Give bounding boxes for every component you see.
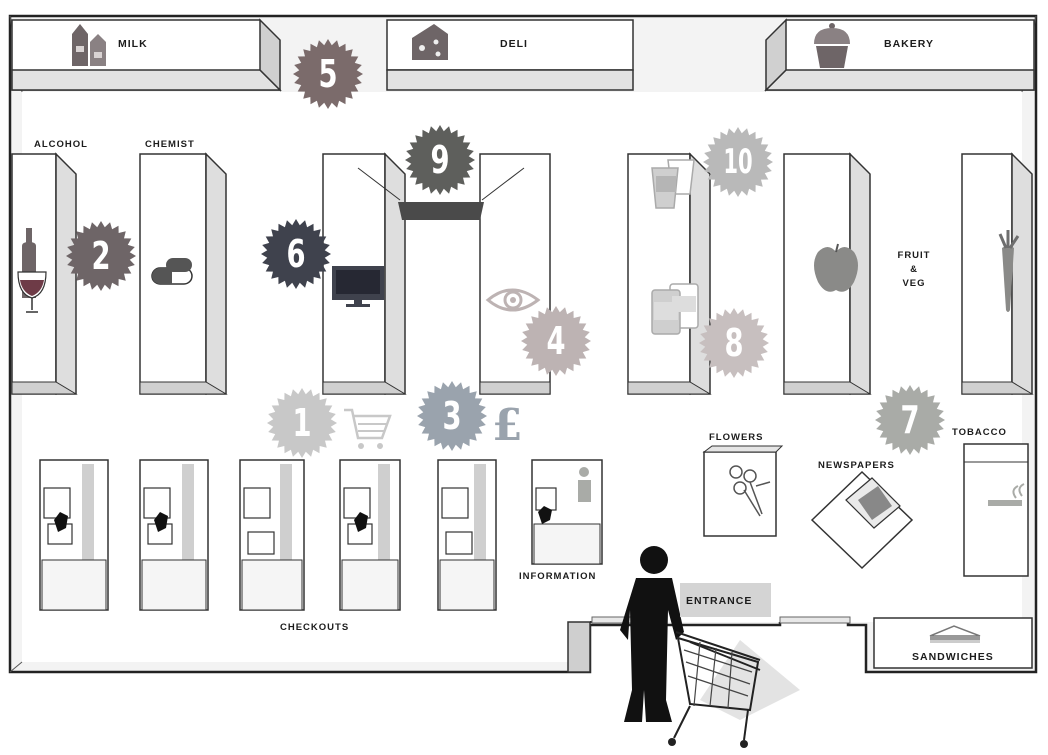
marker-starburst [875,385,945,455]
checkout-lanes [39,459,603,611]
pills-icon [151,258,193,285]
checkout-1 [39,459,109,611]
marker-starburst [293,39,363,109]
marker-starburst [405,125,475,195]
svg-text:£: £ [492,400,523,451]
marker-7: 7 [874,384,946,456]
marker-starburst [66,221,136,291]
marker-starburst [521,306,591,376]
checkout-3 [239,459,305,611]
marker-6: 6 [260,218,332,290]
marker-starburst [699,308,769,378]
marker-4: 4 [520,305,592,377]
label-entrance: ENTRANCE [686,595,753,607]
milk-cartons-icon [72,24,106,66]
label-milk: MILK [118,38,148,50]
label-deli: DELI [500,38,528,50]
bakery-counter [764,18,1035,92]
label-chemist: CHEMIST [145,139,195,150]
marker-number: 1 [292,401,312,445]
marker-10: 10 [702,126,774,198]
cheese-icon [412,24,448,60]
marker-number: 2 [91,234,111,278]
checkout-2 [139,459,209,611]
pound-sign-icon: £ [492,400,523,451]
label-bakery: BAKERY [884,38,934,50]
label-fruit-amp: & [910,264,918,275]
wine-bottle-icon [17,228,47,313]
label-newspapers: NEWSPAPERS [818,460,895,471]
flowers-icon [729,465,771,517]
label-information: INFORMATION [519,571,597,582]
marker-3: 3 [416,380,488,452]
label-checkouts: CHECKOUTS [280,622,350,633]
marker-2: 2 [65,220,137,292]
carrot-icon [998,230,1020,312]
marker-number: 5 [318,52,338,96]
milk-counter [11,18,282,92]
shelf-veg [961,152,1034,395]
marker-number: 8 [724,321,744,365]
shopper-icon [620,546,800,748]
label-fruit: FRUIT [897,250,931,261]
cigarette-icon [988,483,1025,506]
label-flowers: FLOWERS [709,432,764,443]
cart-icon [344,408,392,449]
sandwich-icon [929,625,981,643]
eye-icon [485,288,541,312]
checkout-5 [437,459,497,611]
label-sandwiches: SANDWICHES [912,651,994,663]
marker-number: 9 [430,138,450,182]
marker-8: 8 [698,307,770,379]
marker-starburst [703,127,773,197]
info-icon [578,467,591,502]
marker-number: 7 [900,398,920,442]
shelf-chemist [139,152,228,395]
marker-number: 4 [546,319,566,363]
label-tobacco: TOBACCO [952,427,1007,438]
information-desk [531,459,603,565]
cups-icon [651,159,695,209]
marker-5: 5 [292,38,364,110]
marker-9: 9 [404,124,476,196]
checkout-4 [339,459,401,611]
marker-1: 1 [266,387,338,459]
marker-starburst [417,381,487,451]
tv-icon [332,266,384,307]
marker-number: 10 [723,142,753,182]
overhead-sign-9 [357,167,525,220]
newspaper-icon [858,486,892,520]
label-alcohol: ALCOHOL [34,139,88,150]
marker-number: 3 [442,394,462,438]
tobacco-stand [963,443,1029,577]
label-veg: VEG [902,278,926,289]
marker-starburst [261,219,331,289]
cans-icon [651,283,699,335]
apple-icon [814,243,858,292]
cupcake-icon [814,23,850,68]
entrance-sign [680,583,771,617]
marker-starburst [267,388,337,458]
marker-number: 6 [286,232,306,276]
